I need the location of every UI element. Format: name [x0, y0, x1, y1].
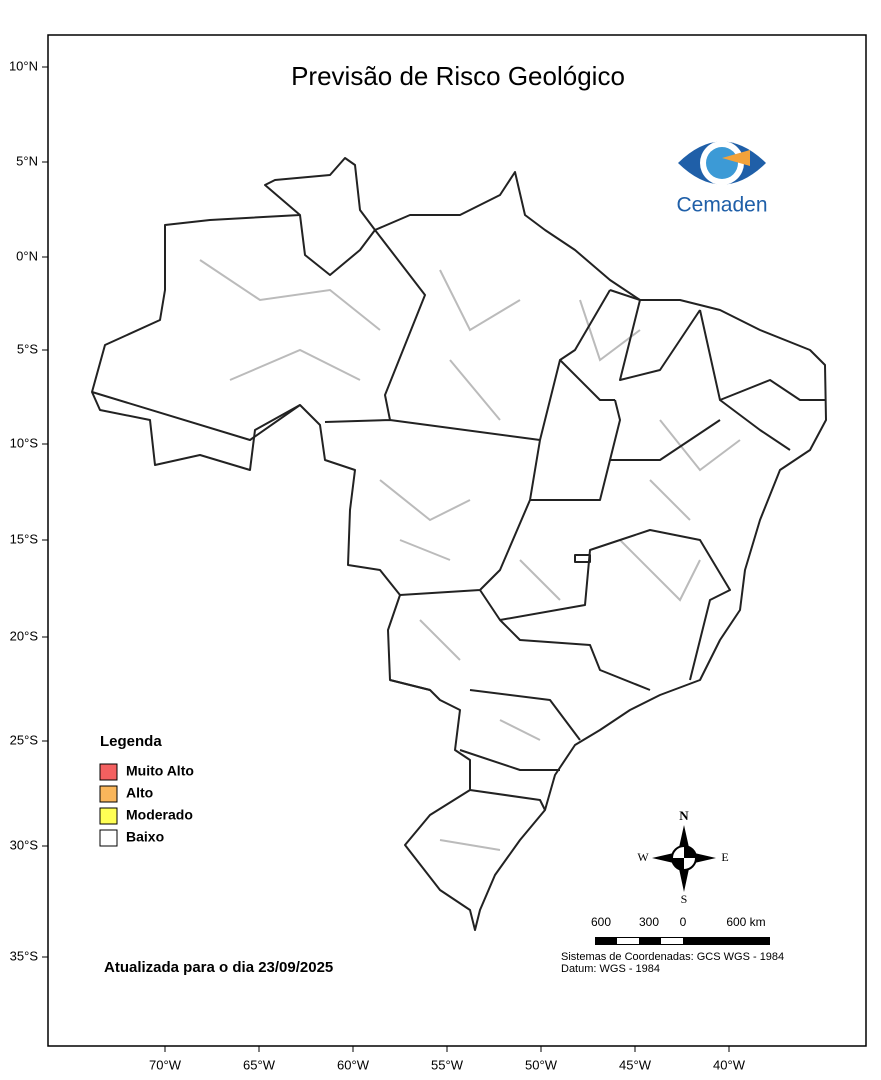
legend-swatch [99, 829, 118, 847]
latitude-label: 10°N [9, 58, 38, 73]
legend-label: Alto [126, 785, 153, 801]
legend: Muito Alto Alto Moderado Baixo [99, 763, 194, 847]
logo-pupil [706, 147, 738, 179]
latitude-label: 0°N [16, 248, 38, 263]
compass-w: W [637, 850, 649, 864]
compass-s: S [681, 892, 688, 906]
coord-note: Sistemas de Coordenadas: GCS WGS - 1984 [561, 951, 784, 963]
scale-bar [595, 937, 770, 945]
logo: Cemaden [676, 141, 768, 217]
latitude-label: 10°S [10, 435, 39, 450]
municipal-borders [199, 259, 741, 851]
logo-accent [722, 150, 750, 166]
legend-title: Legenda [100, 733, 162, 750]
legend-swatch [99, 785, 118, 803]
scale-label: 0 [680, 915, 687, 929]
brazil-map [91, 157, 827, 931]
longitude-label: 40°W [713, 1057, 746, 1072]
legend-swatch [99, 807, 118, 825]
latitude-label: 5°S [17, 341, 38, 356]
scale-bar-gap [661, 938, 683, 944]
scale-label: 600 km [726, 915, 765, 929]
longitude-label: 50°W [525, 1057, 558, 1072]
longitude-label: 60°W [337, 1057, 370, 1072]
scale-label: 300 [639, 915, 659, 929]
legend-label: Moderado [126, 807, 193, 823]
legend-label: Muito Alto [126, 763, 194, 779]
map-frame [47, 34, 867, 1047]
latitude-label: 35°S [10, 948, 39, 963]
map-title: Previsão de Risco Geológico [291, 61, 625, 91]
compass-n: N [679, 808, 689, 823]
latitude-label: 15°S [10, 531, 39, 546]
longitude-label: 70°W [149, 1057, 182, 1072]
state-borders [91, 214, 826, 811]
scale-bar-gap [617, 938, 639, 944]
longitude-labels: 70°W 65°W 60°W 55°W 50°W 45°W 40°W [149, 1046, 746, 1072]
logo-text: Cemaden [676, 194, 767, 217]
compass-quarters [672, 846, 696, 870]
longitude-label: 55°W [431, 1057, 464, 1072]
latitude-label: 20°S [10, 628, 39, 643]
compass-e: E [721, 850, 728, 864]
longitude-label: 65°W [243, 1057, 276, 1072]
latitude-label: 5°N [16, 153, 38, 168]
latitude-label: 30°S [10, 837, 39, 852]
legend-swatch [99, 763, 118, 781]
legend-label: Baixo [126, 829, 164, 845]
update-date: Atualizada para o dia 23/09/2025 [104, 959, 333, 976]
longitude-label: 45°W [619, 1057, 652, 1072]
scale-label: 600 [591, 915, 611, 929]
compass: N S W E [637, 808, 728, 906]
country-outline [91, 157, 827, 931]
datum-note: Datum: WGS - 1984 [561, 963, 660, 975]
latitude-label: 25°S [10, 732, 39, 747]
latitude-labels: 10°N 5°N 0°N 5°S 10°S 15°S 20°S 25°S 30°S 35°S [9, 58, 48, 963]
scale-labels: 600 300 0 600 km [591, 915, 766, 929]
